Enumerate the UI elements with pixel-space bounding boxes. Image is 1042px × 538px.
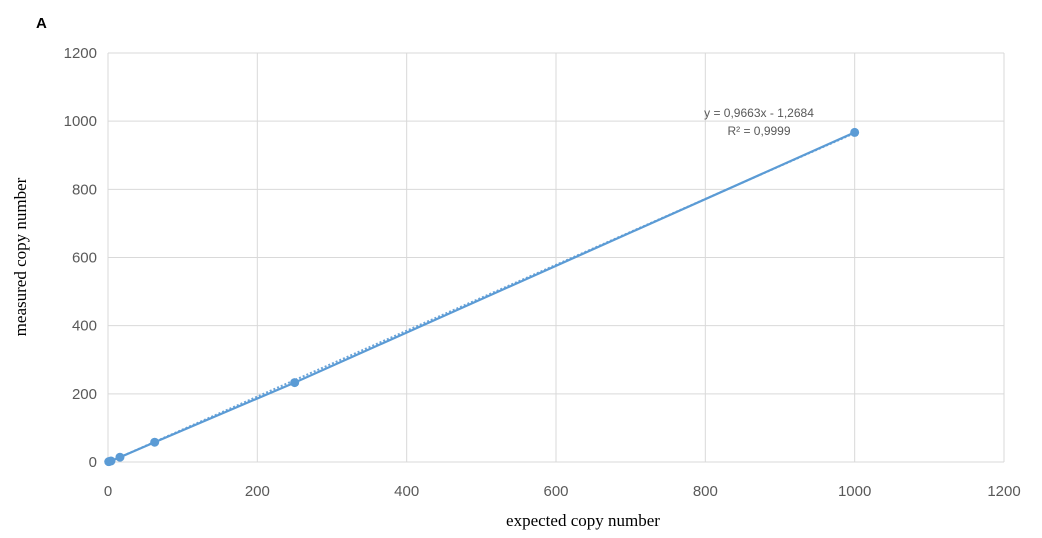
x-tick-label: 1200 (987, 483, 1020, 500)
series-line (108, 131, 856, 463)
gridlines (107, 52, 1005, 463)
x-axis-ticks: 0 200 400 600 800 1000 1200 (104, 483, 1021, 500)
x-tick-label: 0 (104, 483, 112, 500)
x-tick-label: 1000 (838, 483, 871, 500)
x-tick-label: 200 (245, 483, 270, 500)
data-point (106, 456, 116, 466)
y-tick-label: 400 (72, 318, 97, 335)
y-tick-label: 1200 (64, 45, 97, 62)
data-series (104, 127, 860, 467)
panel-label: A (36, 15, 47, 32)
y-tick-label: 800 (72, 181, 97, 198)
y-axis-title: measured copy number (11, 177, 30, 336)
x-tick-label: 400 (394, 483, 419, 500)
trendline-equation: y = 0,9663x - 1,2684 (704, 106, 814, 120)
trendline-r2: R² = 0,9999 (727, 124, 790, 138)
y-tick-label: 200 (72, 386, 97, 403)
y-tick-label: 0 (89, 454, 97, 471)
data-point (150, 437, 160, 447)
data-point (850, 127, 860, 137)
data-point (290, 378, 300, 388)
y-tick-label: 600 (72, 250, 97, 267)
x-tick-label: 600 (543, 483, 568, 500)
y-axis-ticks: 0 200 400 600 800 1000 1200 (64, 45, 97, 471)
x-axis-title: expected copy number (506, 511, 660, 530)
y-tick-label: 1000 (64, 113, 97, 130)
data-point (115, 452, 125, 462)
x-tick-label: 800 (693, 483, 718, 500)
